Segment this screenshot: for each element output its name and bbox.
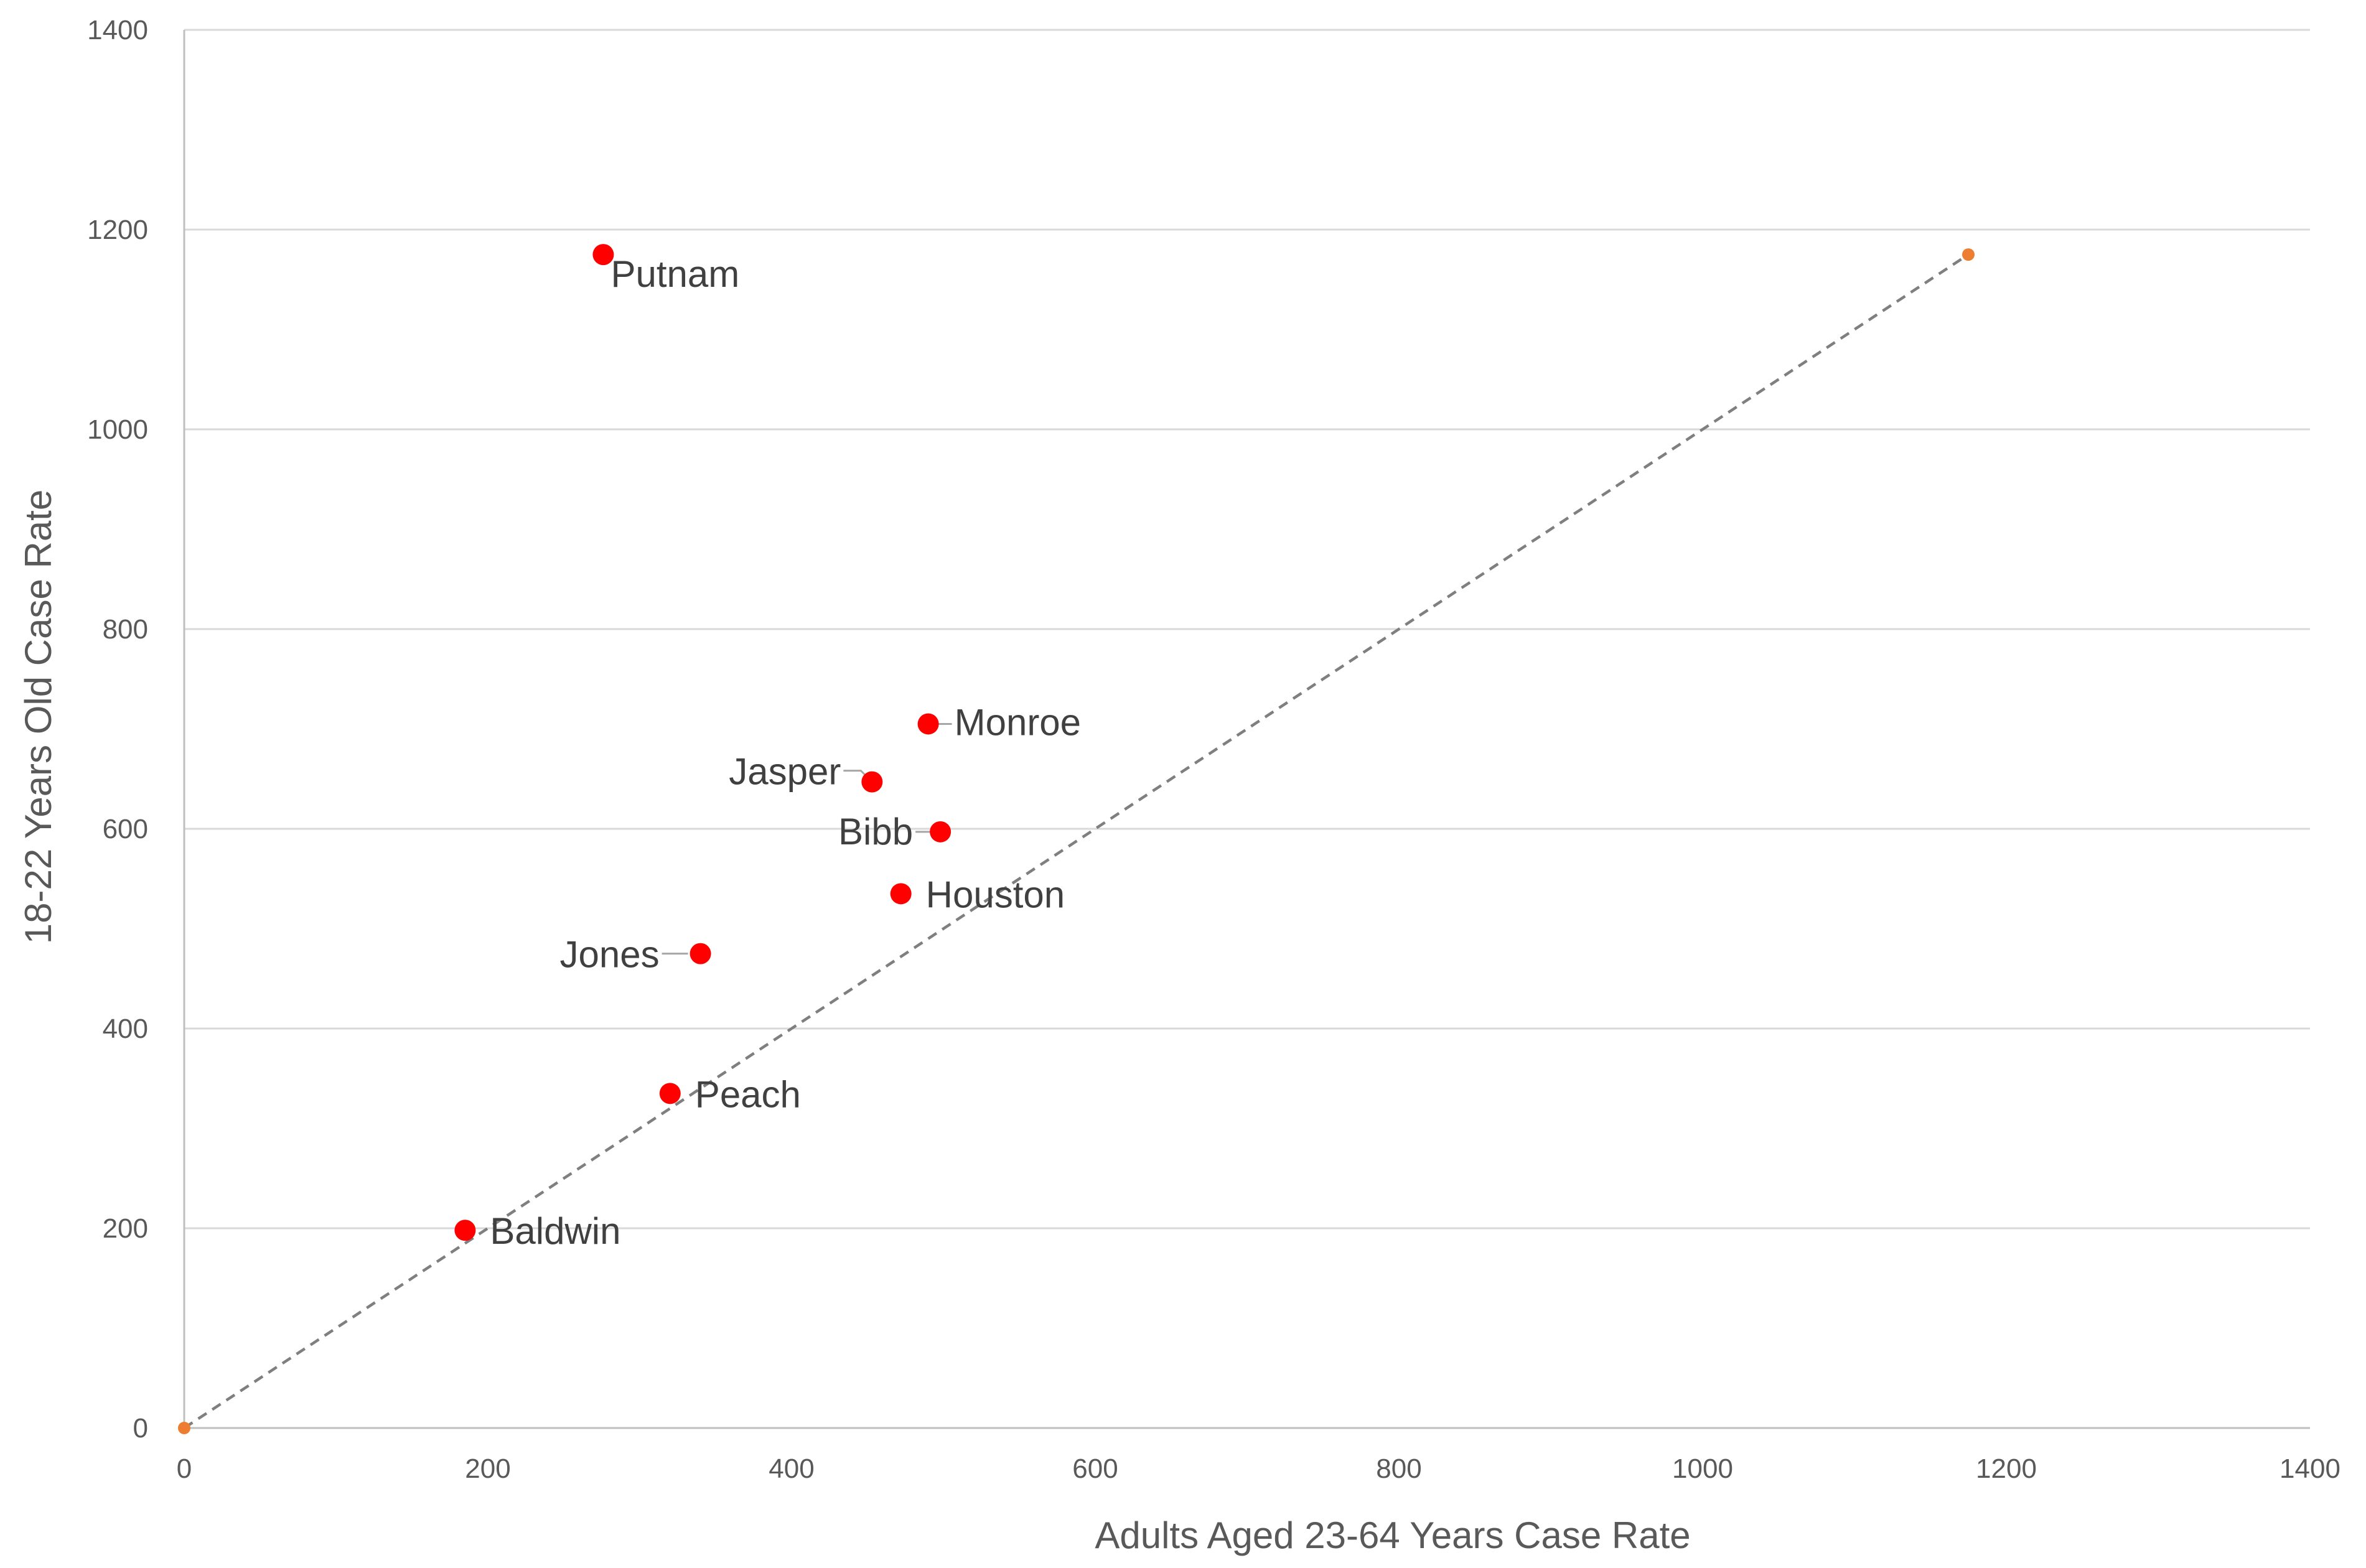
- data-point-jasper: [861, 771, 883, 793]
- reference-marker: [178, 1422, 190, 1434]
- x-tick-label: 1000: [1672, 1454, 1733, 1484]
- reference-line-series: [178, 248, 1975, 1434]
- data-point-peach: [659, 1083, 681, 1104]
- axes: [183, 30, 2310, 1429]
- y-tick-label: 0: [133, 1413, 148, 1444]
- y-tick-label: 800: [103, 614, 148, 645]
- point-label-peach: Peach: [695, 1073, 801, 1115]
- x-tick-label: 1200: [1976, 1454, 2037, 1484]
- x-axis-title: Adults Aged 23-64 Years Case Rate: [1095, 1514, 1690, 1556]
- y-tick-label: 1000: [87, 414, 148, 445]
- x-tick-label: 1400: [2279, 1454, 2340, 1484]
- x-tick-label: 200: [465, 1454, 510, 1484]
- x-tick-label: 0: [177, 1454, 192, 1484]
- reference-marker: [1962, 248, 1975, 261]
- x-tick-labels: 0 200 400 600 800 1000 1200 1400: [177, 1454, 2340, 1484]
- y-tick-label: 400: [103, 1014, 148, 1044]
- x-tick-label: 400: [769, 1454, 814, 1484]
- data-points: [454, 244, 952, 1241]
- x-tick-label: 600: [1072, 1454, 1118, 1484]
- data-point-houston: [890, 883, 912, 905]
- y-tick-label: 200: [103, 1213, 148, 1244]
- point-label-jasper: Jasper: [729, 751, 841, 793]
- point-label-houston: Houston: [926, 874, 1065, 915]
- point-label-baldwin: Baldwin: [490, 1210, 620, 1252]
- data-point-jones: [690, 943, 711, 964]
- gridlines: [184, 29, 2310, 1230]
- y-tick-label: 1400: [87, 15, 148, 45]
- y-axis-title: 18-22 Years Old Case Rate: [17, 490, 59, 944]
- data-point-putnam: [592, 244, 614, 266]
- point-label-putnam: Putnam: [610, 253, 739, 295]
- point-label-jones: Jones: [559, 934, 659, 976]
- y-tick-labels: 0 200 400 600 800 1000 1200 1400: [87, 15, 148, 1444]
- data-point-bibb: [930, 821, 952, 842]
- x-tick-label: 800: [1376, 1454, 1421, 1484]
- data-point-baldwin: [454, 1220, 476, 1241]
- point-label-bibb: Bibb: [838, 811, 913, 852]
- reference-dashed-line: [183, 253, 1970, 1429]
- y-tick-label: 1200: [87, 215, 148, 245]
- point-labels: Putnam Monroe Jasper Bibb Houston Jones Peach B…: [490, 253, 1081, 1252]
- point-label-monroe: Monroe: [955, 701, 1081, 743]
- y-tick-label: 600: [103, 814, 148, 844]
- data-point-monroe: [917, 713, 939, 735]
